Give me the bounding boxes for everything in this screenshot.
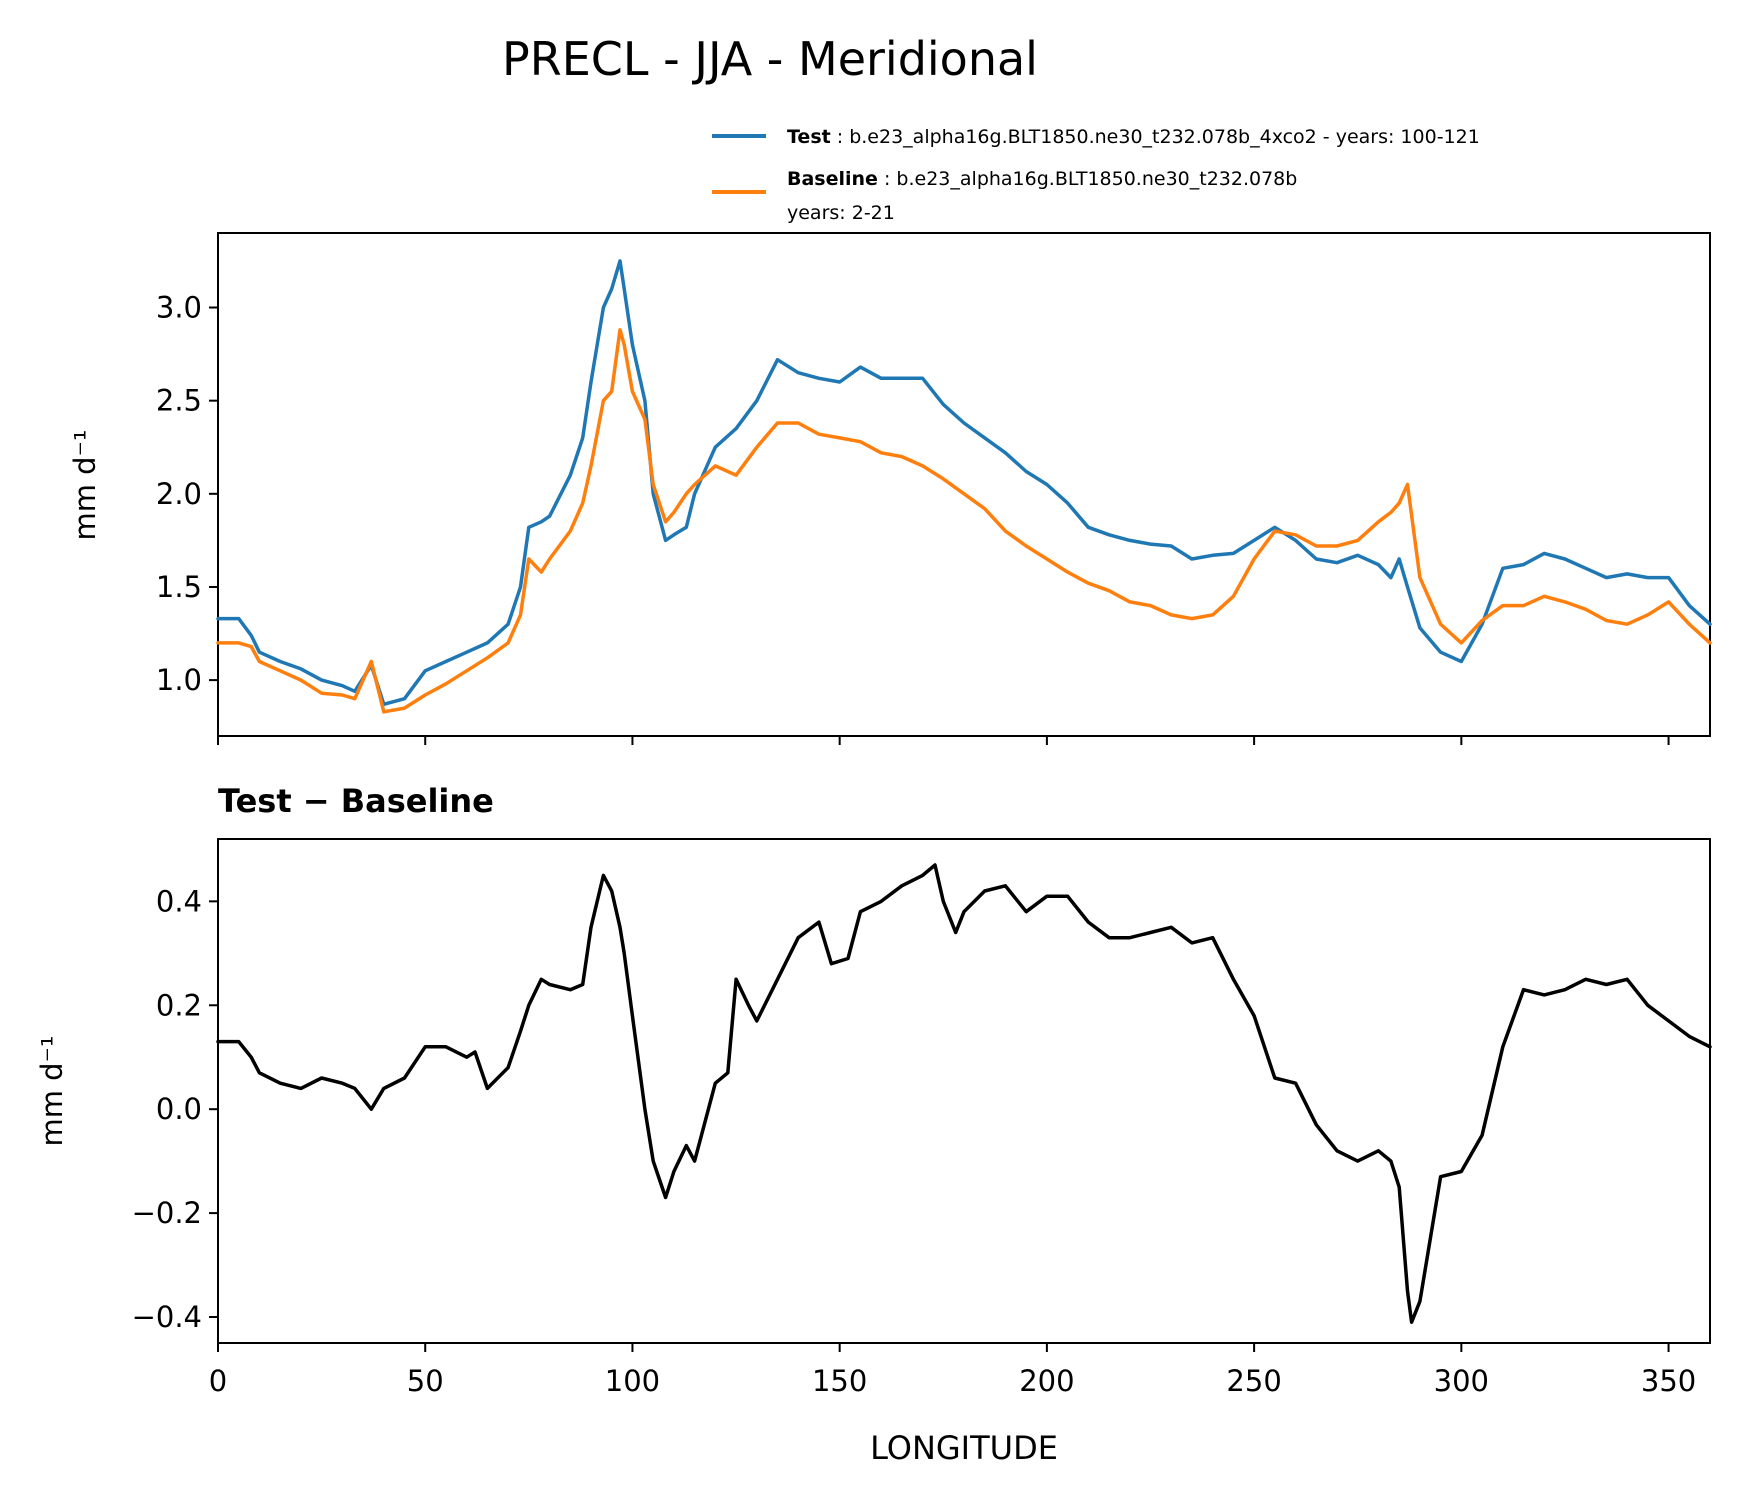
bottom-y-tick-label: 0.2	[156, 988, 202, 1022]
svg-text:Test : b.e23_alpha16g.BL: Test : b.e23_alpha16g.BLT1850.ne30_t232.…	[787, 126, 1480, 148]
top-y-tick-label: 2.5	[156, 384, 202, 418]
x-tick-label: 50	[407, 1364, 444, 1398]
legend-baseline-label: Baseline	[787, 168, 878, 190]
bottom-y-tick-label: 0.0	[156, 1092, 202, 1126]
legend-baseline-desc: : b.e23_alpha16g.BLT1850.ne30_t232.078b	[884, 168, 1297, 190]
x-axis-label: LONGITUDE	[870, 1429, 1058, 1467]
top-y-tick-label: 2.0	[156, 477, 202, 511]
bottom-y-tick-label: −0.4	[132, 1300, 202, 1334]
legend-test-desc: : b.e23_alpha16g.BLT1850.ne30_t232.078b_…	[837, 126, 1480, 148]
x-tick-label: 100	[605, 1364, 660, 1398]
bottom-panel: Test − Baseline −0.4 −0.2 0.0 0.2 0.4 0 50 100…	[35, 782, 1712, 1467]
x-tick-label: 250	[1226, 1364, 1281, 1398]
bottom-panel-title: Test − Baseline	[218, 782, 494, 820]
bottom-plot-frame	[217, 838, 1711, 1344]
x-tick-label: 0	[209, 1364, 227, 1398]
top-y-tick-label: 3.0	[156, 291, 202, 325]
bottom-y-tick-label: −0.2	[132, 1196, 202, 1230]
x-tick-label: 300	[1434, 1364, 1489, 1398]
bottom-y-axis-label: mm d⁻¹	[35, 1035, 69, 1146]
legend-test-label: Test	[787, 126, 831, 148]
top-plot-frame	[217, 232, 1711, 737]
x-tick-label: 200	[1019, 1364, 1074, 1398]
legend-baseline-years: years: 2-21	[787, 202, 895, 224]
legend: Test : b.e23_alpha16g.BLT1850.ne30_t232.…	[712, 126, 1480, 224]
figure-title: PRECL - JJA - Meridional	[502, 32, 1038, 86]
bottom-y-tick-label: 0.4	[156, 884, 202, 918]
top-y-tick-label: 1.0	[156, 663, 202, 697]
top-y-axis-label: mm d⁻¹	[68, 429, 102, 540]
bottom-series-line-test-baseline	[216, 863, 1712, 1324]
top-y-tick-label: 1.5	[156, 570, 202, 604]
top-series-line-test	[216, 259, 1712, 707]
top-panel: 1.0 1.5 2.0 2.5 3.0 mm d⁻¹	[68, 232, 1712, 745]
x-tick-label: 350	[1641, 1364, 1696, 1398]
top-series-line-baseline	[216, 328, 1712, 714]
x-tick-label: 150	[812, 1364, 867, 1398]
svg-text:Baseline : b.e23_alpha16: Baseline : b.e23_alpha16g.BLT1850.ne30_t…	[787, 168, 1297, 190]
